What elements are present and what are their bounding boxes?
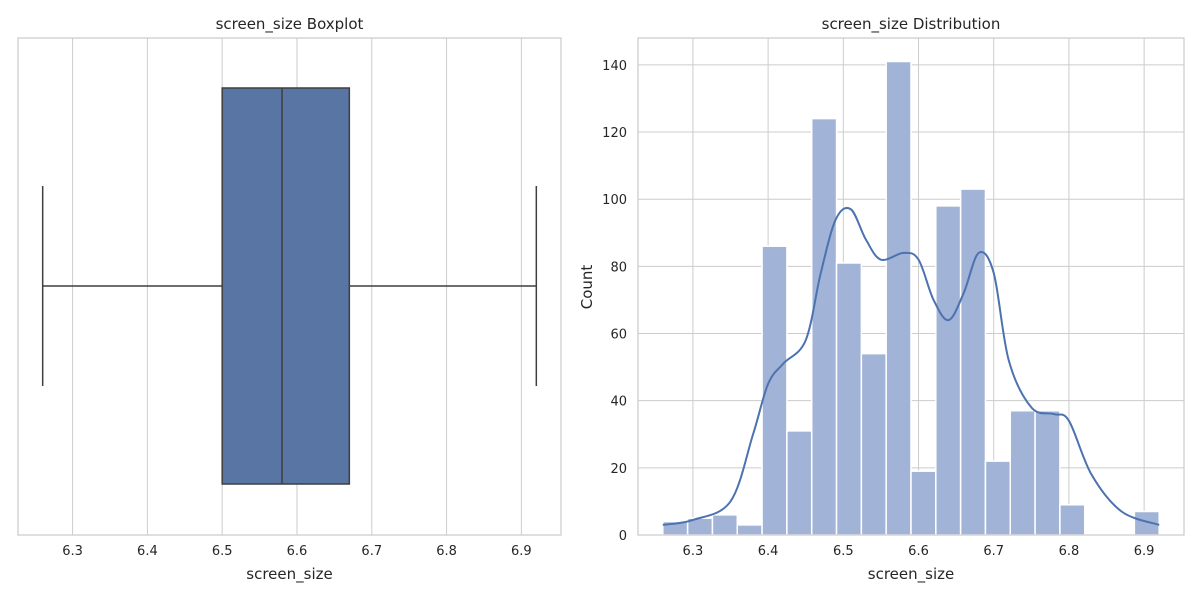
histogram-x-tick-label: 6.6 — [908, 544, 929, 559]
histogram-x-tick-label: 6.8 — [1059, 544, 1080, 559]
histogram-x-tick-label: 6.9 — [1134, 544, 1155, 559]
boxplot-x-tick-label: 6.5 — [212, 544, 233, 559]
histogram-title: screen_size Distribution — [822, 15, 1001, 34]
histogram-y-tick-label: 20 — [610, 462, 627, 477]
histogram-bar — [711, 514, 739, 536]
histogram-bar — [810, 117, 838, 536]
histogram-bar — [959, 188, 987, 536]
histogram-bar — [885, 60, 912, 536]
histogram-panel: 6.3 6.4 6.5 6.6 6.7 6.8 6.9020406080100120140 … — [578, 15, 1185, 584]
histogram-frame — [637, 37, 1185, 536]
histogram-y-tick-label: 100 — [602, 193, 627, 208]
kde-line — [662, 206, 1160, 526]
boxplot-x-tick-label: 6.9 — [511, 544, 532, 559]
histogram-x-tick-label: 6.7 — [983, 544, 1004, 559]
histogram-y-tick-label: 0 — [619, 529, 627, 544]
histogram-bar — [1009, 410, 1036, 536]
histogram-bar — [860, 352, 887, 536]
histogram-x-axis-label: screen_size — [868, 565, 954, 584]
histogram-y-tick-label: 40 — [610, 395, 627, 410]
histogram-bar — [786, 430, 813, 536]
histogram-bar — [910, 470, 937, 536]
histogram-bar — [736, 524, 763, 536]
boxplot-x-tick-label: 6.3 — [62, 544, 83, 559]
boxplot-x-tick-label: 6.4 — [137, 544, 158, 559]
histogram-y-tick-label: 80 — [610, 260, 627, 275]
histogram-y-tick-label: 140 — [602, 59, 627, 74]
histogram-bar — [1034, 410, 1061, 536]
boxplot-panel: 6.3 6.4 6.5 6.6 6.7 6.8 6.9 screen_size Boxplo… — [17, 15, 562, 584]
boxplot-x-axis-label: screen_size — [246, 565, 332, 584]
histogram-x-tick-label: 6.3 — [683, 544, 704, 559]
boxplot-title: screen_size Boxplot — [216, 15, 364, 34]
histogram-y-axis-label: Count — [578, 265, 596, 310]
histogram-bar — [935, 205, 962, 536]
histogram-x-tick-label: 6.4 — [758, 544, 779, 559]
histogram-bar — [1059, 504, 1086, 536]
boxplot-frame — [17, 37, 562, 536]
boxplot-x-tick-label: 6.7 — [361, 544, 382, 559]
boxplot-x-tick-label: 6.8 — [436, 544, 457, 559]
histogram-bar — [835, 262, 863, 536]
boxplot-x-tick-label: 6.6 — [287, 544, 308, 559]
histogram-x-tick-label: 6.5 — [833, 544, 854, 559]
histogram-y-tick-label: 60 — [610, 328, 627, 343]
histogram-bar — [984, 460, 1012, 536]
interquartile-box — [221, 87, 351, 485]
histogram-y-tick-label: 120 — [602, 126, 627, 141]
